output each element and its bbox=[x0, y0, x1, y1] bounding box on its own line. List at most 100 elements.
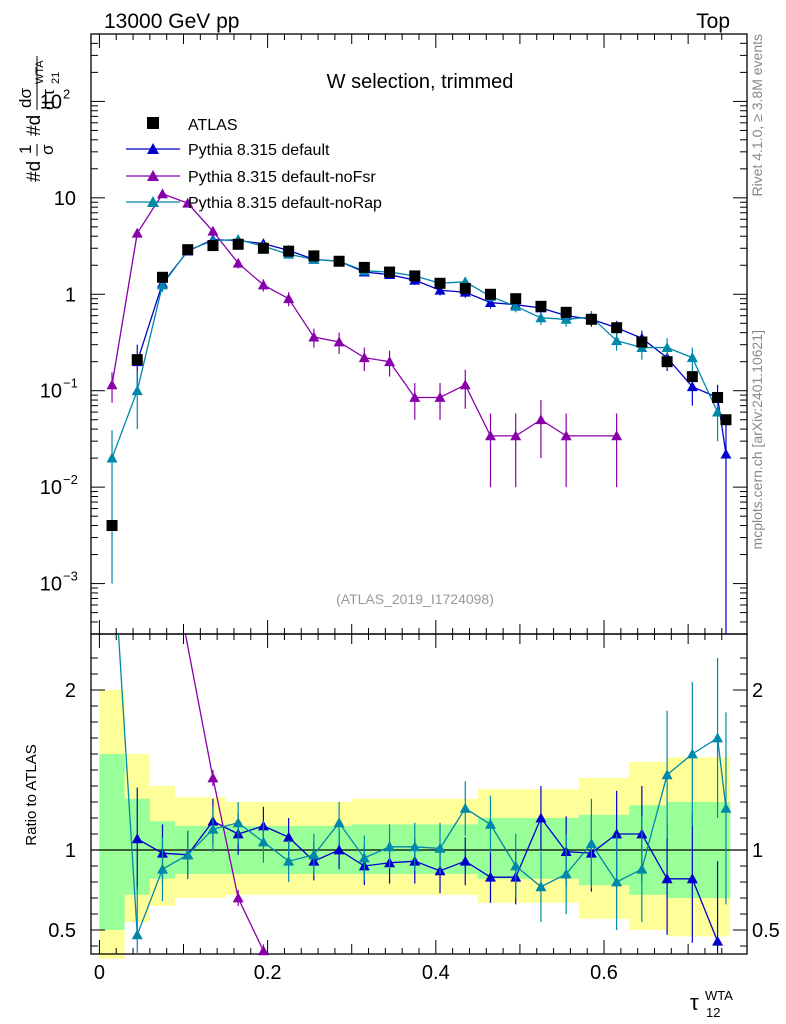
main-plot-marks bbox=[106, 188, 732, 634]
marker-noRap bbox=[131, 385, 143, 396]
marker-noFsr bbox=[510, 430, 522, 441]
marker-atlas bbox=[308, 250, 320, 262]
ratio-marker-noRap bbox=[156, 863, 168, 874]
analysis-watermark: (ATLAS_2019_I1724098) bbox=[336, 591, 494, 607]
side-text-rivet: Rivet 4.1.0, ≥ 3.8M events bbox=[749, 34, 765, 197]
legend-marker-nofsr bbox=[147, 170, 159, 181]
marker-atlas bbox=[283, 245, 295, 257]
marker-noRap bbox=[510, 300, 522, 311]
y-tick-label-ratio: 1 bbox=[65, 840, 76, 862]
marker-atlas bbox=[535, 300, 547, 312]
y-tick-label-main-exp: −1 bbox=[63, 376, 78, 391]
marker-atlas bbox=[182, 244, 194, 256]
ratio-marker-noRap bbox=[308, 849, 320, 860]
marker-atlas bbox=[720, 414, 732, 426]
ratio-marker-noFsr bbox=[207, 772, 219, 783]
marker-noRap bbox=[686, 352, 698, 363]
xlabel-base: τ bbox=[690, 990, 699, 1015]
side-text-mcplots: mcplots.cern.ch [arXiv:2401.10621] bbox=[749, 330, 765, 549]
ratio-marker-noRap bbox=[636, 863, 648, 874]
y-tick-label-main: 10 bbox=[40, 91, 62, 113]
marker-noFsr bbox=[232, 257, 244, 268]
ratio-marker-noRap bbox=[182, 849, 194, 860]
legend-marker-atlas bbox=[147, 117, 159, 129]
marker-noRap bbox=[611, 335, 623, 346]
ratio-marker-noRap bbox=[611, 876, 623, 887]
ratio-marker-noRap bbox=[333, 817, 345, 828]
chart-title: W selection, trimmed bbox=[327, 71, 514, 93]
marker-atlas bbox=[636, 336, 648, 348]
ylabel-part-8: 21 bbox=[50, 72, 62, 84]
marker-noFsr bbox=[560, 430, 572, 441]
marker-atlas bbox=[358, 261, 370, 273]
marker-noFsr bbox=[131, 227, 143, 238]
marker-noFsr bbox=[384, 356, 396, 367]
ratio-marker-noRap bbox=[207, 823, 219, 834]
x-tick-label: 0 bbox=[94, 962, 105, 984]
series-line-noFsr bbox=[111, 193, 617, 437]
y-axis-label-ratio: Ratio to ATLAS bbox=[23, 744, 40, 845]
xlabel-sub: 12 bbox=[706, 1005, 720, 1020]
legend-label-nofsr: Pythia 8.315 default-noFsr bbox=[188, 169, 376, 186]
marker-noRap bbox=[535, 312, 547, 323]
marker-noFsr bbox=[409, 392, 421, 402]
marker-noFsr bbox=[535, 414, 547, 425]
ylabel-part-5: dσ bbox=[16, 88, 35, 108]
marker-atlas bbox=[510, 293, 522, 305]
ratio-marker-noRap bbox=[409, 841, 421, 852]
marker-default bbox=[720, 448, 732, 459]
ratio-marker-noFsr bbox=[232, 892, 244, 903]
ylabel-part-2: 1 bbox=[16, 145, 35, 154]
marker-noFsr bbox=[156, 188, 168, 199]
y-tick-label-ratio-right: 2 bbox=[752, 680, 763, 702]
marker-atlas bbox=[207, 240, 219, 252]
y-axis-label-main: #d 1 σ #d dσ d τ WTA 21 bbox=[16, 56, 62, 182]
marker-atlas bbox=[409, 270, 421, 282]
legend-marker-norap bbox=[147, 196, 159, 207]
ratio-marker-noFsr bbox=[257, 945, 269, 956]
marker-noRap bbox=[560, 313, 572, 324]
ratio-marker-default bbox=[459, 855, 471, 866]
marker-noFsr bbox=[207, 225, 219, 236]
ylabel-part-7: WTA bbox=[34, 60, 46, 84]
band-green-0 bbox=[99, 754, 125, 930]
ratio-marker-noRap bbox=[131, 929, 143, 940]
marker-atlas bbox=[333, 255, 345, 267]
y-tick-label-main-exp: −2 bbox=[63, 472, 78, 487]
marker-noFsr bbox=[358, 352, 370, 363]
marker-atlas bbox=[434, 277, 446, 289]
marker-noRap bbox=[712, 406, 724, 417]
y-tick-label-main-exp: 2 bbox=[63, 86, 70, 101]
ratio-marker-noRap bbox=[661, 769, 673, 780]
marker-atlas bbox=[585, 313, 597, 325]
ratio-marker-default bbox=[611, 828, 623, 839]
marker-atlas bbox=[686, 371, 698, 383]
marker-noFsr bbox=[459, 379, 471, 390]
marker-noFsr bbox=[182, 197, 194, 208]
legend-label-default: Pythia 8.315 default bbox=[188, 142, 330, 159]
marker-noFsr bbox=[308, 331, 320, 342]
y-tick-label-main-exp: −3 bbox=[63, 569, 78, 584]
legend-label-atlas: ATLAS bbox=[188, 117, 238, 134]
ylabel-part-1: #d bbox=[24, 161, 45, 182]
ratio-marker-noRap bbox=[257, 836, 269, 847]
ratio-marker-noRap bbox=[434, 842, 446, 853]
ratio-marker-default bbox=[712, 935, 724, 946]
x-axis-label: τ WTA 12 bbox=[690, 988, 733, 1020]
marker-noRap bbox=[156, 279, 168, 290]
marker-noFsr bbox=[106, 379, 118, 390]
marker-noFsr bbox=[434, 392, 446, 402]
ratio-marker-noRap bbox=[585, 838, 597, 848]
ratio-marker-default bbox=[484, 871, 496, 882]
ratio-marker-noRap bbox=[358, 852, 370, 863]
marker-default bbox=[686, 381, 698, 392]
y-tick-label-main: 10 bbox=[54, 188, 76, 210]
ratio-marker-default bbox=[131, 833, 143, 844]
xlabel-sup: WTA bbox=[705, 988, 733, 1003]
legend-marker-default bbox=[147, 143, 159, 154]
ylabel-part-3: σ bbox=[38, 144, 57, 155]
header-left: 13000 GeV pp bbox=[104, 10, 239, 33]
y-tick-label-ratio: 0.5 bbox=[48, 920, 76, 942]
